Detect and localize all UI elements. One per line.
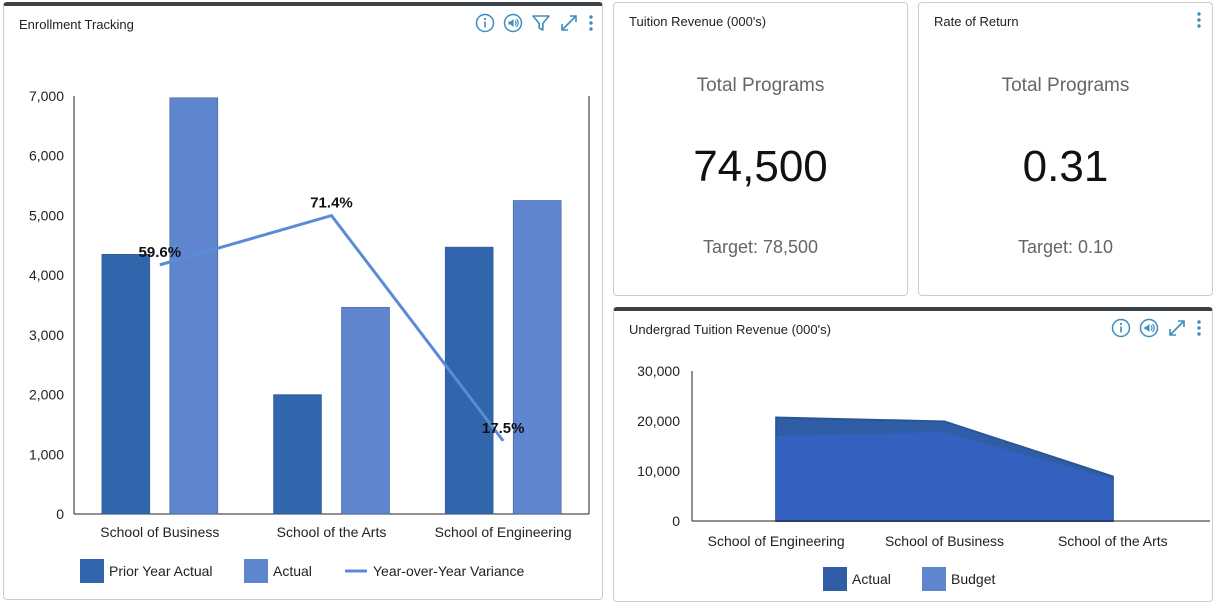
tuition-kpi-label: Total Programs	[696, 75, 825, 96]
x-tick-label: School of Engineering	[435, 524, 572, 540]
legend-label-actual: Actual	[273, 563, 312, 579]
bar-prior-year-actual	[273, 394, 322, 515]
y-tick-label: 10,000	[637, 463, 680, 479]
tuition-kpi-value: 74,500	[693, 142, 828, 191]
x-tick-label: School of the Arts	[1058, 533, 1168, 549]
y-tick-label: 7,000	[29, 88, 64, 104]
bar-prior-year-actual	[444, 246, 494, 515]
rate-panel-title: Rate of Return	[934, 14, 1019, 29]
rate-kpi-label: Total Programs	[1001, 75, 1130, 96]
tuition-panel-title: Tuition Revenue (000's)	[629, 14, 767, 29]
x-tick-label: School of Business	[885, 533, 1004, 549]
y-tick-label: 3,000	[29, 327, 64, 343]
variance-data-label: 59.6%	[139, 244, 182, 261]
rate-kpi-value: 0.31	[1022, 142, 1109, 191]
expand-icon[interactable]	[1166, 317, 1188, 339]
legend-swatch-prior-year-actual	[80, 559, 104, 583]
undergrad-chart: 0 10,000 20,000 30,000 School of Engineering…	[637, 363, 1210, 591]
undergrad-panel-title: Undergrad Tuition Revenue (000's)	[629, 322, 831, 337]
legend-label-prior-year-actual: Prior Year Actual	[109, 563, 213, 579]
bar-actual	[341, 307, 390, 515]
y-tick-label: 2,000	[29, 387, 64, 403]
legend-swatch-actual	[244, 559, 268, 583]
legend-label-actual: Actual	[852, 571, 891, 587]
bar-prior-year-actual	[101, 253, 151, 515]
y-tick-label: 0	[672, 513, 680, 529]
filter-icon[interactable]	[530, 12, 552, 34]
more-icon[interactable]	[1194, 9, 1204, 31]
legend-swatch-budget	[922, 567, 946, 591]
audio-icon[interactable]	[1138, 317, 1160, 339]
undergrad-toolbar	[1110, 317, 1204, 339]
y-tick-label: 4,000	[29, 267, 64, 283]
y-tick-label: 6,000	[29, 148, 64, 164]
x-tick-label: School of Business	[100, 524, 219, 540]
y-tick-label: 0	[56, 506, 64, 522]
rate-toolbar	[1194, 9, 1204, 31]
info-icon[interactable]	[1110, 317, 1132, 339]
more-icon[interactable]	[1194, 317, 1204, 339]
y-tick-label: 1,000	[29, 446, 64, 462]
enrollment-panel-title: Enrollment Tracking	[19, 17, 134, 32]
bar-actual	[169, 97, 219, 515]
tuition-kpi-target: Target: 78,500	[702, 237, 819, 257]
enrollment-chart: 0 1,000 2,000 3,000 4,000 5,000 6,000 7,000 Scho…	[29, 88, 590, 583]
undergrad-tuition-panel: Undergrad Tuition Revenue (000's) 0 10,00…	[613, 307, 1213, 602]
y-tick-label: 20,000	[637, 413, 680, 429]
y-tick-label: 5,000	[29, 207, 64, 223]
variance-data-label: 17.5%	[482, 420, 525, 437]
bar-actual	[512, 200, 562, 515]
x-tick-label: School of Engineering	[708, 533, 845, 549]
enrollment-tracking-panel: Enrollment Tracking 0 1,000 2,000 3,000 4,00…	[3, 2, 603, 600]
y-tick-label: 30,000	[637, 363, 680, 379]
legend-swatch-actual	[823, 567, 847, 591]
rate-of-return-panel: Rate of Return Total Programs 0.31 Targe…	[918, 2, 1213, 296]
more-icon[interactable]	[586, 12, 596, 34]
area-budget	[776, 432, 1113, 521]
legend-label-variance: Year-over-Year Variance	[373, 563, 524, 579]
variance-line	[159, 213, 505, 442]
expand-icon[interactable]	[558, 12, 580, 34]
variance-data-label: 71.4%	[310, 195, 353, 212]
info-icon[interactable]	[474, 12, 496, 34]
legend-label-budget: Budget	[951, 571, 995, 587]
x-tick-label: School of the Arts	[277, 524, 387, 540]
rate-kpi-target: Target: 0.10	[1017, 237, 1114, 257]
tuition-revenue-panel: Tuition Revenue (000's) Total Programs 7…	[613, 2, 908, 296]
audio-icon[interactable]	[502, 12, 524, 34]
enrollment-toolbar	[474, 12, 596, 34]
